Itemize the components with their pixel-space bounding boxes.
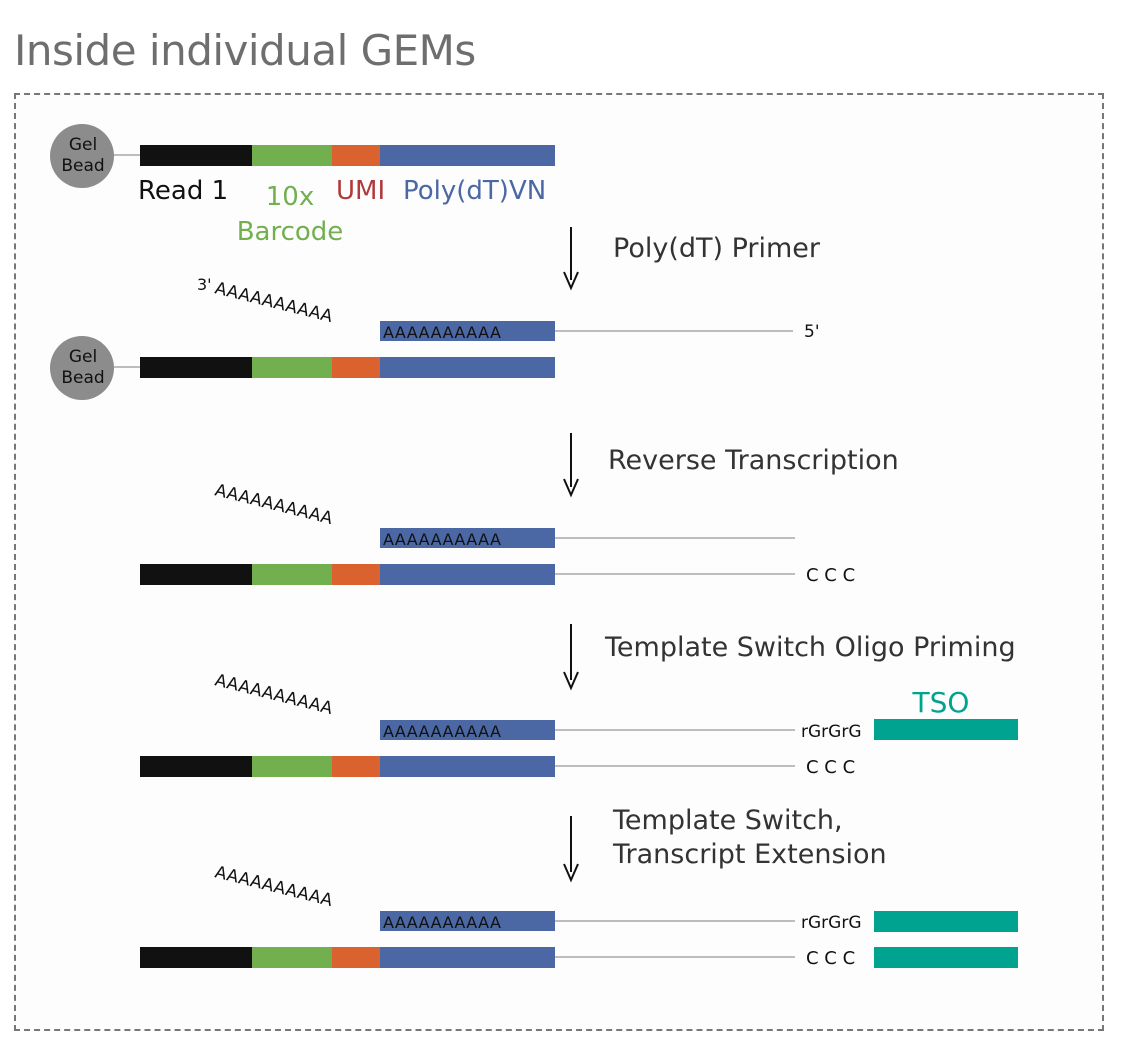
polyA-inbar-3: AAAAAAAAAA [383,722,501,741]
five-prime-label: 5' [804,322,820,342]
umi-segment-2 [332,357,380,378]
gel-bead-2 [50,336,114,400]
gel-bead-2-label-line1: Gel [69,347,97,367]
barcode-label-line2: Barcode [237,217,344,247]
polyA-bar-1 [380,321,555,341]
polyA-inbar-4: AAAAAAAAAA [383,913,501,932]
ccc-label-2: C C C [806,757,855,778]
step-4-label-line1: Template Switch, [612,805,843,836]
gel-bead-1 [50,124,114,188]
polydt-segment-5 [380,947,555,968]
polydt-segment-2 [380,357,555,378]
polydt-label: Poly(dT)VN [403,176,546,206]
umi-segment [332,145,380,166]
barcode-segment-5 [252,947,332,968]
step-arrow-2 [563,433,579,498]
read1-segment-5 [140,947,252,968]
tso-bar-2 [874,911,1018,932]
page-title: Inside individual GEMs [14,26,476,75]
gel-bead-label-line1: Gel [69,135,97,155]
step-3-label: Template Switch Oligo Priming [604,632,1016,663]
gel-bead-2-label-line2: Bead [61,368,104,388]
read1-label: Read 1 [138,176,228,206]
oligo-row-1: Gel Bead [50,124,555,188]
polydt-segment-4 [380,756,555,777]
polyA-tail-4: AAAAAAAAAA [213,862,335,911]
barcode-segment-4 [252,756,332,777]
hybrid-row-4: AAAAAAAAAA AAAAAAAAAA rGrGrG TSO C C C [140,670,1018,778]
barcode-segment-2 [252,357,332,378]
step-arrow-3 [563,624,579,691]
polyA-bar-3 [380,720,555,740]
rgrgrg-label-1: rGrGrG [801,722,862,742]
hybrid-row-2: 3' AAAAAAAAAA AAAAAAAAAA 5' Gel Bead [50,275,820,400]
three-prime-label: 3' [197,275,212,294]
gem-frame [14,93,1104,1031]
umi-label: UMI [336,176,385,206]
step-4-label-line2: Transcript Extension [612,839,887,870]
polydt-segment [380,145,555,166]
step-arrow-4 [563,816,579,883]
polyA-bar-2 [380,528,555,548]
step-arrow-1 [563,227,579,291]
barcode-segment [252,145,332,166]
barcode-label-line1: 10x [266,182,314,212]
step-1-label: Poly(dT) Primer [613,233,821,264]
read1-segment-2 [140,357,252,378]
ccc-label-1: C C C [806,565,855,586]
polyA-bar-4 [380,911,555,931]
tso-bar-1 [874,719,1018,740]
read1-segment [140,145,252,166]
hybrid-row-3: AAAAAAAAAA AAAAAAAAAA C C C [140,480,855,586]
polydt-segment-3 [380,564,555,585]
step-2-label: Reverse Transcription [608,445,899,476]
read1-segment-4 [140,756,252,777]
rgrgrg-label-2: rGrGrG [801,913,862,933]
hybrid-row-5: AAAAAAAAAA AAAAAAAAAA rGrGrG C C C [140,862,1018,969]
read1-segment-3 [140,564,252,585]
polyA-tail-3: AAAAAAAAAA [213,670,335,719]
umi-segment-5 [332,947,380,968]
polyA-tail-2: AAAAAAAAAA [213,480,335,529]
polyA-inbar-1: AAAAAAAAAA [383,323,501,342]
gel-bead-label-line2: Bead [61,156,104,176]
tso-label: TSO [912,686,970,719]
ccc-label-3: C C C [806,948,855,969]
polyA-tail-1: AAAAAAAAAA [213,278,335,327]
barcode-segment-3 [252,564,332,585]
umi-segment-3 [332,564,380,585]
tso-complement-bar [874,947,1018,968]
polyA-inbar-2: AAAAAAAAAA [383,530,501,549]
umi-segment-4 [332,756,380,777]
